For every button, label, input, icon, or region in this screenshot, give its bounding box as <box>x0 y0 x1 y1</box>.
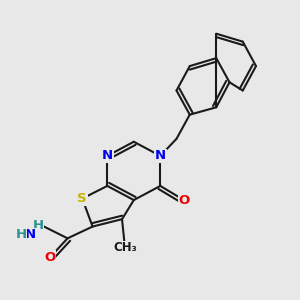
Text: N: N <box>25 228 36 241</box>
Text: N: N <box>102 149 113 162</box>
Text: H: H <box>16 228 27 241</box>
Text: O: O <box>178 194 190 207</box>
Text: S: S <box>77 192 87 205</box>
Text: O: O <box>44 251 56 264</box>
Text: CH₃: CH₃ <box>113 241 137 254</box>
Text: N: N <box>155 149 166 162</box>
Text: H: H <box>32 219 44 232</box>
